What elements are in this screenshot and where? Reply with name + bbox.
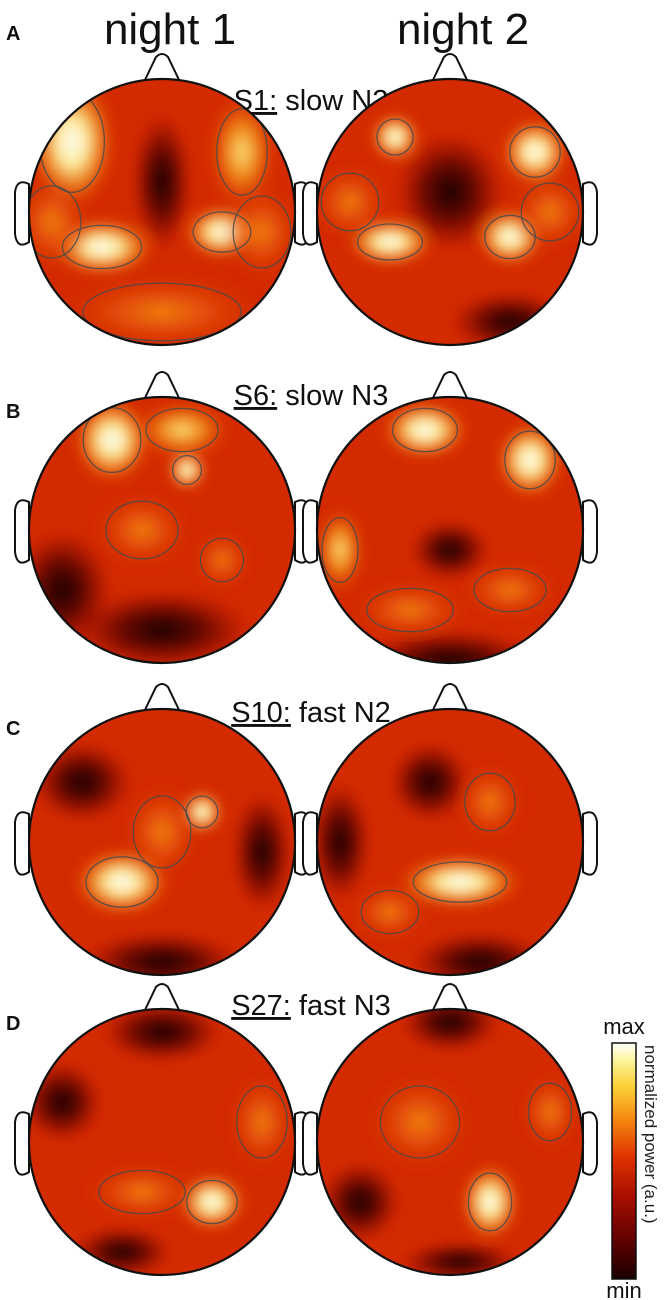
condition-label: slow N3 bbox=[277, 380, 388, 412]
nose-outline bbox=[142, 371, 182, 401]
left-ear-outline bbox=[302, 811, 318, 876]
panel-letter: A bbox=[6, 23, 20, 45]
panel-d: D S27: fast N3 bbox=[6, 983, 598, 1277]
panel-letter: D bbox=[6, 1013, 20, 1035]
nose-outline bbox=[142, 53, 182, 83]
column-header-night-2: night 2 bbox=[397, 5, 529, 54]
panel-letter: C bbox=[6, 718, 20, 740]
right-ear-outline bbox=[582, 811, 598, 876]
right-ear-outline bbox=[582, 1111, 598, 1176]
power-heatmap bbox=[29, 397, 295, 663]
left-ear-outline bbox=[302, 499, 318, 564]
power-heatmap bbox=[29, 709, 295, 975]
nose-outline bbox=[430, 371, 470, 401]
topomap-night-1 bbox=[14, 683, 310, 977]
topomap-night-2 bbox=[302, 983, 598, 1277]
left-ear-outline bbox=[14, 499, 30, 564]
head-outline bbox=[27, 1007, 297, 1277]
subject-label: S10: bbox=[231, 697, 291, 729]
topomap-night-1 bbox=[14, 371, 310, 665]
panel-a: A S1: slow N2 bbox=[6, 23, 598, 347]
topomap-night-1 bbox=[14, 983, 310, 1277]
power-heatmap bbox=[317, 397, 583, 663]
topomap-night-2 bbox=[302, 53, 598, 347]
condition-label: fast N2 bbox=[291, 697, 391, 729]
head-outline bbox=[27, 707, 297, 977]
head-outline bbox=[315, 395, 585, 665]
head-outline bbox=[315, 707, 585, 977]
head-outline bbox=[27, 77, 297, 347]
panel-c: C S10: fast N2 bbox=[6, 683, 598, 977]
topomap-night-2 bbox=[302, 683, 598, 977]
panel-title: S10: fast N2 bbox=[231, 697, 391, 729]
right-ear-outline bbox=[582, 181, 598, 246]
nose-outline bbox=[430, 983, 470, 1013]
head-outline bbox=[315, 1007, 585, 1277]
condition-label: fast N3 bbox=[291, 990, 391, 1022]
nose-outline bbox=[142, 683, 182, 713]
column-header-night-1: night 1 bbox=[104, 5, 236, 54]
panel-b: B S6: slow N3 bbox=[6, 371, 598, 665]
head-outline bbox=[315, 77, 585, 347]
power-heatmap bbox=[317, 1009, 583, 1275]
colorbar: max min normalized power (a.u.) bbox=[603, 1014, 660, 1300]
panel-letter: B bbox=[6, 401, 20, 423]
left-ear-outline bbox=[302, 181, 318, 246]
subject-label: S27: bbox=[231, 990, 291, 1022]
colorbar-title: normalized power (a.u.) bbox=[641, 1045, 660, 1224]
left-ear-outline bbox=[14, 1111, 30, 1176]
left-ear-outline bbox=[14, 181, 30, 246]
left-ear-outline bbox=[14, 811, 30, 876]
colorbar-min-label: min bbox=[606, 1278, 641, 1300]
panel-title: S27: fast N3 bbox=[231, 990, 391, 1022]
power-heatmap bbox=[317, 709, 583, 975]
right-ear-outline bbox=[582, 499, 598, 564]
panel-title: S6: slow N3 bbox=[234, 380, 389, 412]
head-outline bbox=[27, 395, 297, 665]
colorbar-gradient bbox=[611, 1042, 637, 1280]
nose-outline bbox=[430, 683, 470, 713]
nose-outline bbox=[142, 983, 182, 1013]
topomap-night-2 bbox=[302, 371, 598, 665]
left-ear-outline bbox=[302, 1111, 318, 1176]
nose-outline bbox=[430, 53, 470, 83]
power-heatmap bbox=[317, 79, 583, 345]
subject-label: S6: bbox=[234, 380, 278, 412]
colorbar-max-label: max bbox=[603, 1014, 645, 1039]
power-heatmap bbox=[29, 1009, 295, 1275]
